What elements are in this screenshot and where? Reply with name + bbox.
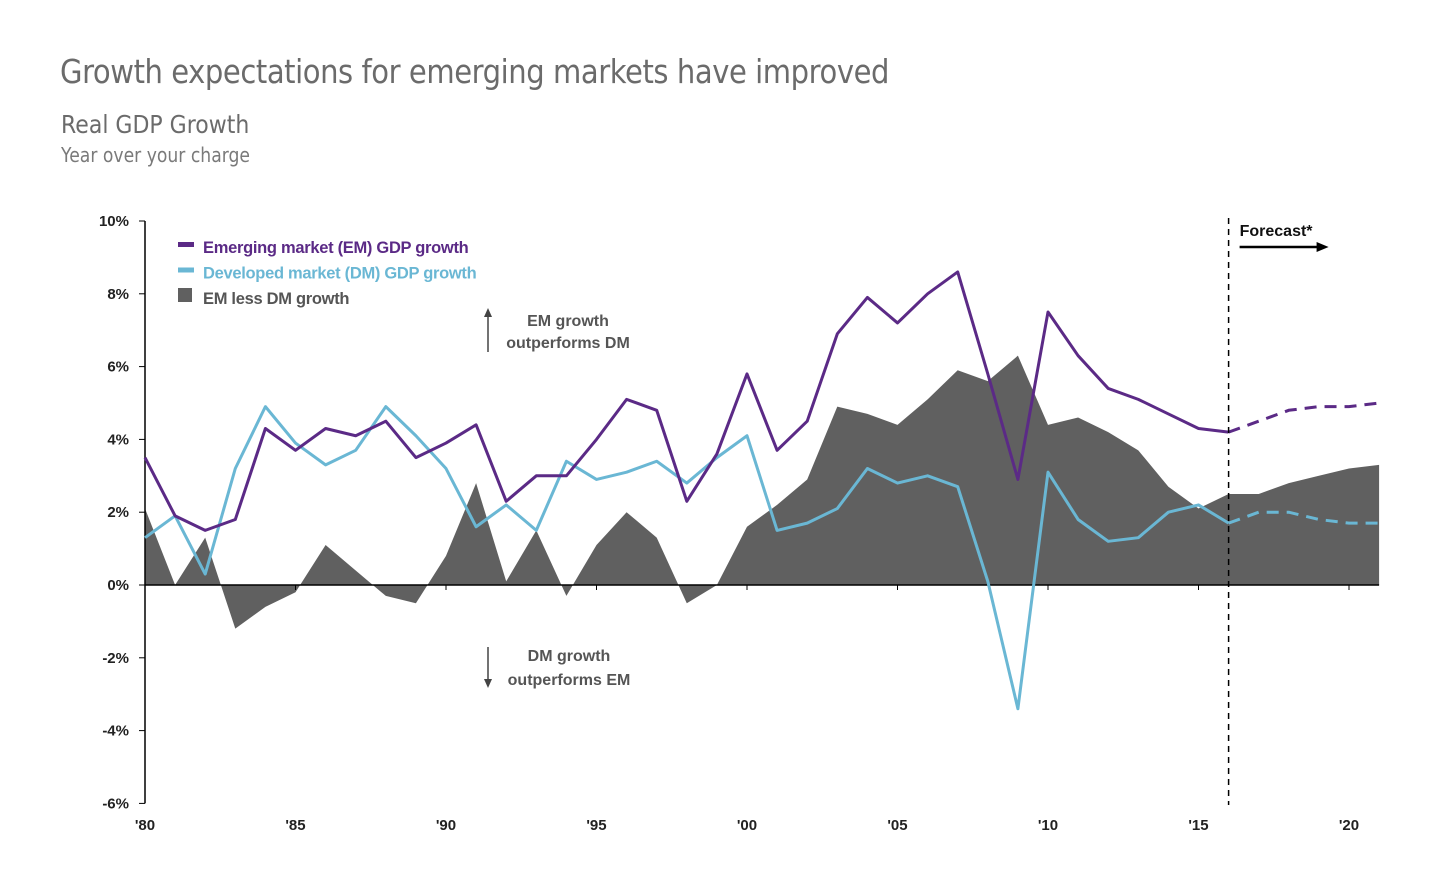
legend-swatch (178, 267, 194, 273)
y-tick-label: 2% (107, 504, 129, 521)
x-tick-label: '05 (887, 817, 907, 834)
x-tick-label: '20 (1339, 817, 1359, 834)
legend-label: EM less DM growth (203, 290, 349, 308)
y-tick-label: 0% (107, 577, 129, 594)
y-tick-label: -6% (102, 795, 129, 812)
annotation-dm-outperforms: outperforms EM (508, 672, 631, 689)
x-tick-label: '15 (1188, 817, 1208, 834)
x-tick-label: '95 (586, 817, 606, 834)
x-tick-label: '10 (1038, 817, 1058, 834)
x-tick-label: '85 (285, 817, 305, 834)
legend-label: Developed market (DM) GDP growth (203, 265, 477, 283)
y-tick-label: -4% (102, 723, 129, 740)
page-title: Growth expectations for emerging markets… (60, 52, 890, 91)
legend-swatch (178, 288, 192, 302)
y-tick-label: 4% (107, 431, 129, 448)
x-tick-label: '90 (436, 817, 456, 834)
em-less-dm-area (145, 355, 1380, 629)
annotation-em-outperforms: EM growth (527, 313, 609, 330)
forecast-label: Forecast* (1240, 223, 1314, 240)
legend-swatch (178, 242, 194, 247)
x-tick-label: '80 (135, 817, 155, 834)
down-arrow-icon (484, 679, 492, 688)
em-gdp-forecast-line (1228, 401, 1380, 434)
up-arrow-icon (484, 308, 492, 317)
chart-subsubtitle: Year over your charge (61, 143, 251, 167)
legend-label: Emerging market (EM) GDP growth (203, 239, 469, 257)
forecast-arrow-icon (1316, 242, 1329, 252)
y-tick-label: 8% (107, 286, 129, 303)
dm-gdp-forecast-line (1228, 510, 1380, 525)
annotation-em-outperforms: outperforms DM (506, 335, 630, 352)
y-tick-label: 6% (107, 359, 129, 376)
x-tick-label: '00 (737, 817, 757, 834)
chart-subtitle: Real GDP Growth (61, 110, 250, 139)
y-tick-label: 10% (99, 213, 129, 230)
y-tick-label: -2% (102, 650, 129, 667)
annotation-dm-outperforms: DM growth (528, 648, 611, 665)
